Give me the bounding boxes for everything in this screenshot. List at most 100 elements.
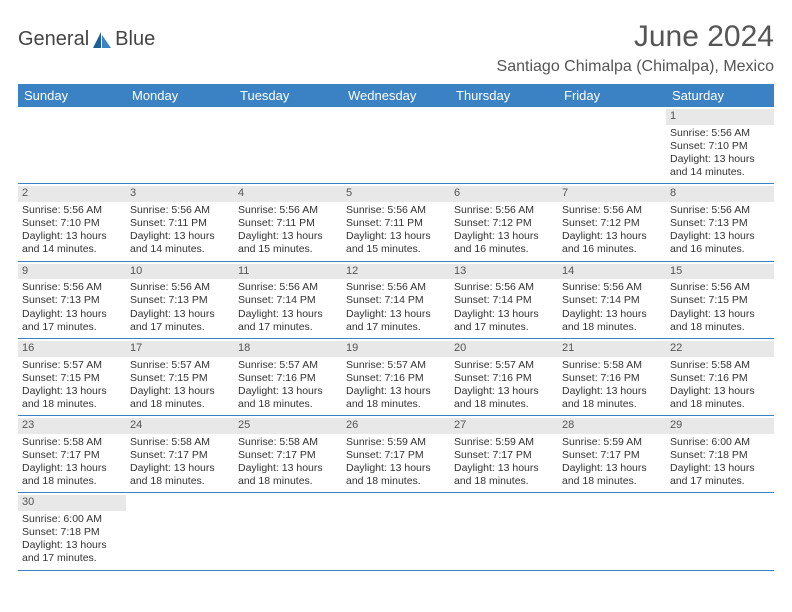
day-cell: 2Sunrise: 5:56 AMSunset: 7:10 PMDaylight… — [18, 184, 126, 260]
empty-cell — [126, 107, 234, 183]
week-row: 23Sunrise: 5:58 AMSunset: 7:17 PMDayligh… — [18, 416, 774, 493]
day-cell: 18Sunrise: 5:57 AMSunset: 7:16 PMDayligh… — [234, 339, 342, 415]
day-cell: 19Sunrise: 5:57 AMSunset: 7:16 PMDayligh… — [342, 339, 450, 415]
sunset-line: Sunset: 7:17 PM — [454, 449, 554, 462]
daylight-line: Daylight: 13 hours and 18 minutes. — [346, 385, 446, 411]
weekday-header: Sunday — [18, 84, 126, 107]
location: Santiago Chimalpa (Chimalpa), Mexico — [497, 58, 774, 76]
daylight-line: Daylight: 13 hours and 18 minutes. — [238, 462, 338, 488]
day-number: 8 — [666, 186, 774, 202]
sunset-line: Sunset: 7:14 PM — [346, 294, 446, 307]
empty-cell — [234, 493, 342, 569]
sunrise-line: Sunrise: 5:56 AM — [562, 281, 662, 294]
weekday-header: Saturday — [666, 84, 774, 107]
sunrise-line: Sunrise: 5:56 AM — [454, 281, 554, 294]
day-number: 24 — [126, 418, 234, 434]
sunset-line: Sunset: 7:16 PM — [562, 372, 662, 385]
sunset-line: Sunset: 7:10 PM — [670, 140, 770, 153]
day-cell: 23Sunrise: 5:58 AMSunset: 7:17 PMDayligh… — [18, 416, 126, 492]
daylight-line: Daylight: 13 hours and 18 minutes. — [670, 385, 770, 411]
sunset-line: Sunset: 7:11 PM — [238, 217, 338, 230]
empty-cell — [18, 107, 126, 183]
day-number: 29 — [666, 418, 774, 434]
sunrise-line: Sunrise: 5:58 AM — [130, 436, 230, 449]
sunrise-line: Sunrise: 5:56 AM — [670, 281, 770, 294]
day-cell: 4Sunrise: 5:56 AMSunset: 7:11 PMDaylight… — [234, 184, 342, 260]
sunrise-line: Sunrise: 5:59 AM — [454, 436, 554, 449]
week-row: 1Sunrise: 5:56 AMSunset: 7:10 PMDaylight… — [18, 107, 774, 184]
sunrise-line: Sunrise: 5:56 AM — [562, 204, 662, 217]
daylight-line: Daylight: 13 hours and 14 minutes. — [130, 230, 230, 256]
sunrise-line: Sunrise: 5:56 AM — [238, 204, 338, 217]
empty-cell — [558, 493, 666, 569]
day-cell: 30Sunrise: 6:00 AMSunset: 7:18 PMDayligh… — [18, 493, 126, 569]
daylight-line: Daylight: 13 hours and 17 minutes. — [238, 308, 338, 334]
daylight-line: Daylight: 13 hours and 18 minutes. — [562, 308, 662, 334]
sunrise-line: Sunrise: 5:57 AM — [346, 359, 446, 372]
week-row: 9Sunrise: 5:56 AMSunset: 7:13 PMDaylight… — [18, 262, 774, 339]
sunset-line: Sunset: 7:11 PM — [130, 217, 230, 230]
logo: General Blue — [18, 28, 155, 51]
day-cell: 27Sunrise: 5:59 AMSunset: 7:17 PMDayligh… — [450, 416, 558, 492]
day-cell: 28Sunrise: 5:59 AMSunset: 7:17 PMDayligh… — [558, 416, 666, 492]
day-cell: 12Sunrise: 5:56 AMSunset: 7:14 PMDayligh… — [342, 262, 450, 338]
daylight-line: Daylight: 13 hours and 18 minutes. — [130, 385, 230, 411]
daylight-line: Daylight: 13 hours and 18 minutes. — [130, 462, 230, 488]
daylight-line: Daylight: 13 hours and 15 minutes. — [346, 230, 446, 256]
week-row: 16Sunrise: 5:57 AMSunset: 7:15 PMDayligh… — [18, 339, 774, 416]
day-cell: 21 Sunrise: 5:58 AMSunset: 7:16 PMDayligh… — [558, 339, 666, 415]
sunrise-line: Sunrise: 5:56 AM — [238, 281, 338, 294]
daylight-line: Daylight: 13 hours and 18 minutes. — [562, 385, 662, 411]
daylight-line: Daylight: 13 hours and 17 minutes. — [670, 462, 770, 488]
weekday-header: Friday — [558, 84, 666, 107]
sunrise-line: Sunrise: 5:59 AM — [346, 436, 446, 449]
sunrise-line: Sunrise: 5:56 AM — [130, 204, 230, 217]
sunrise-line: Sunrise: 5:56 AM — [22, 204, 122, 217]
day-number: 13 — [450, 264, 558, 280]
day-number: 10 — [126, 264, 234, 280]
day-number: 4 — [234, 186, 342, 202]
sail-icon — [91, 30, 113, 50]
daylight-line: Daylight: 13 hours and 16 minutes. — [670, 230, 770, 256]
sunset-line: Sunset: 7:15 PM — [22, 372, 122, 385]
day-cell: 29Sunrise: 6:00 AMSunset: 7:18 PMDayligh… — [666, 416, 774, 492]
sunset-line: Sunset: 7:16 PM — [670, 372, 770, 385]
sunset-line: Sunset: 7:14 PM — [562, 294, 662, 307]
sunset-line: Sunset: 7:10 PM — [22, 217, 122, 230]
daylight-line: Daylight: 13 hours and 18 minutes. — [22, 385, 122, 411]
month-title: June 2024 — [497, 20, 774, 54]
sunset-line: Sunset: 7:13 PM — [22, 294, 122, 307]
sunrise-line: Sunrise: 5:58 AM — [562, 359, 662, 372]
daylight-line: Daylight: 13 hours and 18 minutes. — [670, 308, 770, 334]
daylight-line: Daylight: 13 hours and 17 minutes. — [130, 308, 230, 334]
empty-cell — [342, 493, 450, 569]
sunrise-line: Sunrise: 5:56 AM — [346, 204, 446, 217]
weekday-header: Tuesday — [234, 84, 342, 107]
day-cell: 8Sunrise: 5:56 AMSunset: 7:13 PMDaylight… — [666, 184, 774, 260]
weekday-header-row: SundayMondayTuesdayWednesdayThursdayFrid… — [18, 84, 774, 107]
daylight-line: Daylight: 13 hours and 14 minutes. — [22, 230, 122, 256]
logo-text-1: General — [18, 28, 89, 51]
weeks-container: 1Sunrise: 5:56 AMSunset: 7:10 PMDaylight… — [18, 107, 774, 571]
logo-text-2: Blue — [115, 28, 155, 51]
daylight-line: Daylight: 13 hours and 14 minutes. — [670, 153, 770, 179]
day-cell: 14Sunrise: 5:56 AMSunset: 7:14 PMDayligh… — [558, 262, 666, 338]
sunrise-line: Sunrise: 5:56 AM — [670, 127, 770, 140]
sunset-line: Sunset: 7:12 PM — [454, 217, 554, 230]
day-number: 21 — [558, 341, 666, 357]
sunset-line: Sunset: 7:16 PM — [454, 372, 554, 385]
sunrise-line: Sunrise: 5:57 AM — [130, 359, 230, 372]
day-number: 27 — [450, 418, 558, 434]
sunrise-line: Sunrise: 6:00 AM — [670, 436, 770, 449]
day-cell: 1Sunrise: 5:56 AMSunset: 7:10 PMDaylight… — [666, 107, 774, 183]
sunset-line: Sunset: 7:16 PM — [238, 372, 338, 385]
sunrise-line: Sunrise: 5:58 AM — [22, 436, 122, 449]
empty-cell — [666, 493, 774, 569]
week-row: 30Sunrise: 6:00 AMSunset: 7:18 PMDayligh… — [18, 493, 774, 570]
day-cell: 17Sunrise: 5:57 AMSunset: 7:15 PMDayligh… — [126, 339, 234, 415]
day-number: 5 — [342, 186, 450, 202]
sunrise-line: Sunrise: 5:57 AM — [454, 359, 554, 372]
day-number: 15 — [666, 264, 774, 280]
daylight-line: Daylight: 13 hours and 17 minutes. — [454, 308, 554, 334]
day-cell: 11Sunrise: 5:56 AMSunset: 7:14 PMDayligh… — [234, 262, 342, 338]
